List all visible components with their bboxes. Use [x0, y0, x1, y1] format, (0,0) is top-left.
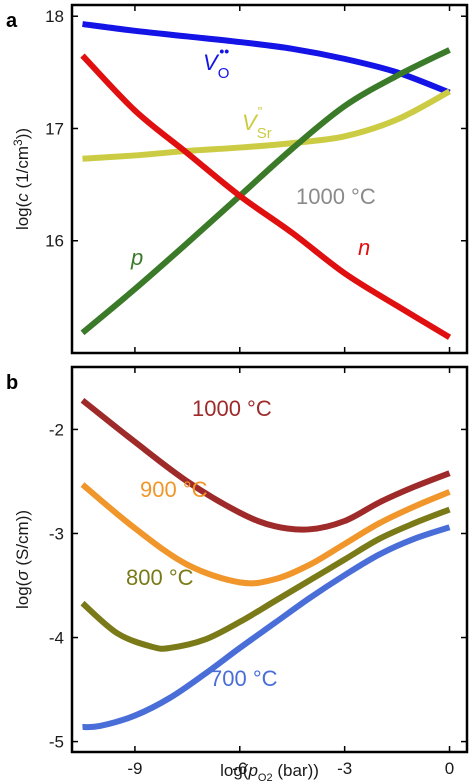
series-label-p: p	[130, 245, 143, 270]
series-line-700-c	[82, 524, 451, 731]
x-tick-label: -6	[232, 759, 247, 778]
y-axis-label: log(c (1/cm3))	[11, 128, 32, 230]
series-label-vsr: VSr"	[242, 104, 272, 142]
series-line-1000-c	[80, 397, 451, 533]
plot-frame	[70, 3, 469, 355]
series-line-v-o-	[82, 21, 451, 96]
series-label-n: n	[358, 235, 370, 260]
series-line-n	[80, 53, 452, 340]
series-line-v-sr-	[82, 88, 451, 162]
x-tick-label: 0	[445, 759, 454, 778]
series-line-800-c	[80, 506, 451, 652]
series-label-900c: 900 °C	[140, 477, 208, 502]
x-tick-label: -3	[337, 759, 352, 778]
series-label-800c: 800 °C	[126, 565, 194, 590]
y-tick-label: 17	[45, 119, 64, 138]
series-label-vo: VO••	[203, 43, 229, 82]
y-tick-label: 16	[45, 232, 64, 251]
panel-letter: a	[6, 10, 18, 32]
plot-frame	[70, 365, 469, 754]
series-label-1000c: 1000 °C	[192, 396, 272, 421]
x-tick-label: -9	[127, 759, 142, 778]
panel-letter: b	[6, 372, 18, 394]
y-axis-label: log(σ (S/cm))	[13, 510, 32, 609]
x-axis-label: log(pO2 (bar))	[220, 761, 319, 782]
series-label-700c: 700 °C	[210, 666, 278, 691]
series-line-900-c	[80, 482, 451, 587]
y-tick-label: 18	[45, 7, 64, 26]
y-tick-label: -2	[49, 420, 64, 439]
y-tick-label: -5	[49, 733, 64, 752]
series-line-p	[80, 47, 451, 336]
y-tick-label: -4	[49, 629, 64, 648]
panel-a: 16 17 18 a	[6, 3, 469, 355]
temperature-annotation: 1000 °C	[296, 184, 376, 209]
y-tick-label: -3	[49, 524, 64, 543]
panel-b: -2 -3 -4 -5 -9 -6 -3 0 b	[6, 365, 469, 778]
